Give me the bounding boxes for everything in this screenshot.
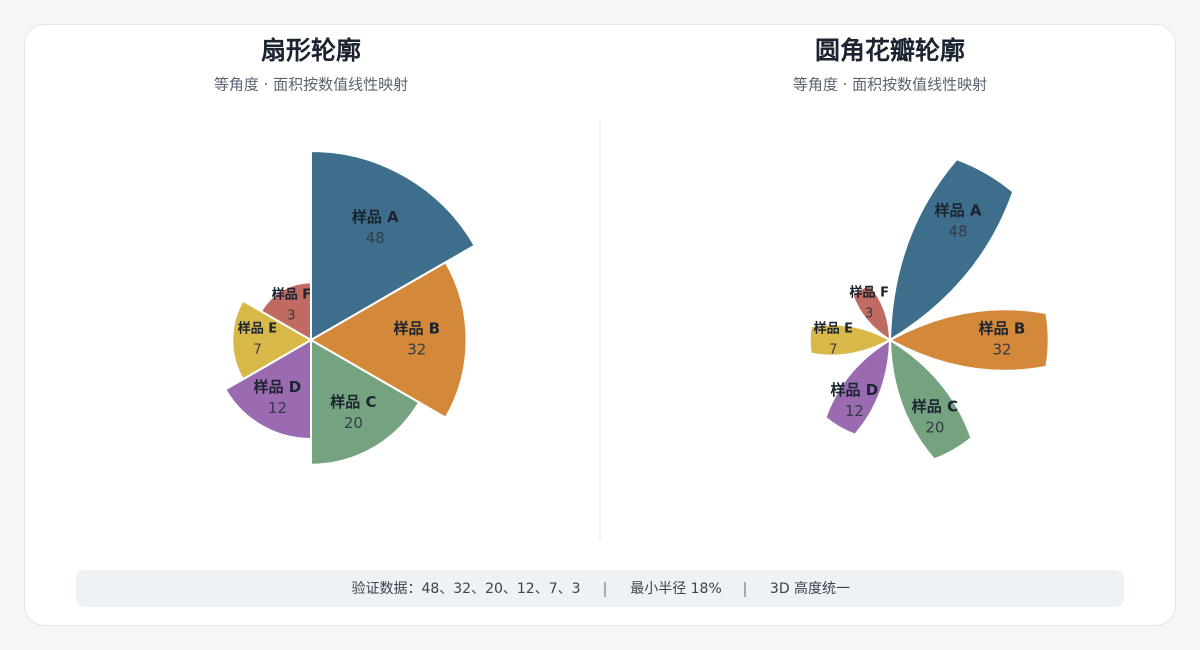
- slice-value: 32: [992, 341, 1011, 359]
- slice-value: 12: [845, 402, 864, 420]
- sector: [310, 149, 477, 342]
- footer-text: 3D 高度统一: [770, 580, 850, 597]
- slice-label: 样品 B: [393, 320, 440, 338]
- slice-label: 样品 F: [272, 287, 311, 303]
- chart-subtitle: 等角度 · 面积按数值线性映射: [793, 76, 987, 94]
- sector: [310, 338, 421, 466]
- footer-bar: [76, 570, 1124, 607]
- petal: [824, 338, 892, 436]
- chart-subtitle: 等角度 · 面积按数值线性映射: [214, 76, 408, 94]
- petal: [887, 308, 1050, 372]
- slice-value: 48: [366, 229, 385, 247]
- petal: [888, 157, 1015, 342]
- slice-label: 样品 F: [850, 285, 889, 301]
- sector: [259, 281, 312, 342]
- sector: [231, 299, 314, 381]
- slice-label: 样品 B: [979, 320, 1026, 338]
- slice-label: 样品 C: [330, 393, 376, 411]
- footer-text: 验证数据：48、32、20、12、7、3: [351, 581, 580, 597]
- petal: [851, 283, 892, 342]
- slice-label: 样品 E: [238, 321, 277, 337]
- slice-label: 样品 D: [254, 378, 302, 396]
- chart-title: 圆角花瓣轮廓: [815, 36, 965, 65]
- slice-value: 3: [865, 307, 873, 322]
- slice-label: 样品 C: [912, 397, 958, 415]
- slice-label: 样品 A: [352, 208, 399, 226]
- petal: [808, 323, 893, 357]
- slice-value: 7: [829, 343, 837, 358]
- slice-value: 20: [925, 418, 944, 436]
- footer-text: 最小半径 18%: [630, 581, 722, 597]
- chart-title: 扇形轮廓: [261, 36, 361, 65]
- slice-label: 样品 E: [814, 321, 853, 337]
- slice-value: 12: [268, 399, 287, 417]
- sector: [223, 338, 312, 440]
- slice-label: 样品 A: [935, 202, 982, 220]
- slice-value: 48: [948, 223, 967, 241]
- slice-value: 20: [344, 414, 363, 432]
- sector: [308, 260, 468, 420]
- slice-value: 32: [407, 341, 426, 359]
- slice-value: 7: [253, 343, 261, 358]
- petal: [888, 338, 973, 461]
- slice-label: 样品 D: [831, 381, 879, 399]
- slice-value: 3: [287, 309, 295, 324]
